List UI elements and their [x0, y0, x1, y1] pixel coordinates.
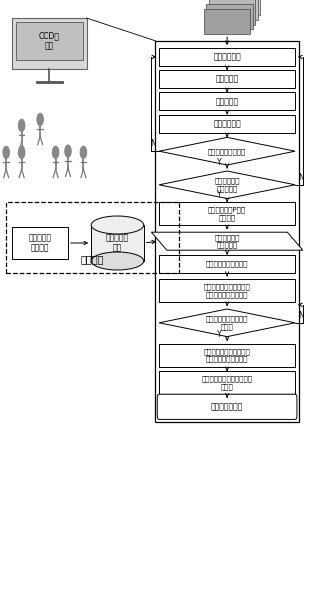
Text: 设置检测线: 设置检测线 [216, 75, 239, 84]
Circle shape [53, 146, 59, 158]
FancyBboxPatch shape [159, 344, 295, 367]
Text: 运动目标检测: 运动目标检测 [213, 119, 241, 128]
Text: 目标区域是否
到达检测线: 目标区域是否 到达检测线 [214, 178, 240, 192]
Text: 人流量统计结果: 人流量统计结果 [211, 402, 243, 412]
FancyBboxPatch shape [159, 92, 295, 110]
FancyBboxPatch shape [16, 22, 83, 60]
Circle shape [19, 146, 25, 158]
Ellipse shape [91, 216, 144, 234]
Text: N: N [298, 173, 303, 182]
Text: 是否检测到运动目标: 是否检测到运动目标 [208, 148, 246, 155]
Polygon shape [91, 225, 144, 261]
Circle shape [3, 146, 9, 158]
Text: 基于检测线的快速跟踪: 基于检测线的快速跟踪 [206, 260, 248, 268]
FancyBboxPatch shape [159, 48, 295, 66]
Polygon shape [159, 171, 295, 199]
FancyBboxPatch shape [12, 227, 68, 259]
FancyBboxPatch shape [214, 0, 260, 15]
FancyBboxPatch shape [159, 279, 295, 302]
FancyBboxPatch shape [159, 371, 295, 394]
Text: 离线处理: 离线处理 [81, 254, 104, 265]
Text: CCD传
感器: CCD传 感器 [39, 31, 60, 51]
Ellipse shape [91, 252, 144, 270]
FancyBboxPatch shape [159, 70, 295, 88]
Text: 建立多高斯
计数模型: 建立多高斯 计数模型 [29, 233, 52, 253]
Text: 检测目标区域是否离开
检测线: 检测目标区域是否离开 检测线 [206, 316, 248, 330]
Circle shape [19, 119, 25, 131]
Text: N: N [298, 311, 303, 320]
Text: 检测区域划分: 检测区域划分 [213, 52, 241, 61]
FancyBboxPatch shape [12, 18, 87, 69]
Polygon shape [151, 232, 303, 250]
Circle shape [80, 146, 87, 158]
Polygon shape [159, 137, 295, 165]
Text: Y: Y [217, 190, 222, 199]
FancyBboxPatch shape [204, 9, 250, 34]
FancyBboxPatch shape [159, 115, 295, 133]
FancyBboxPatch shape [209, 0, 255, 25]
FancyBboxPatch shape [159, 202, 295, 225]
Text: Y: Y [217, 158, 222, 167]
Polygon shape [159, 309, 295, 337]
Text: 根据跟踪结果，将行人个
数记录到对应的队列中: 根据跟踪结果，将行人个 数记录到对应的队列中 [204, 283, 251, 298]
Text: 目标区域包含
的行人个数: 目标区域包含 的行人个数 [214, 234, 240, 248]
FancyBboxPatch shape [159, 255, 295, 273]
Text: 累加各个跟踪目标区域对应
的人数: 累加各个跟踪目标区域对应 的人数 [201, 376, 253, 390]
FancyBboxPatch shape [157, 394, 297, 419]
FancyBboxPatch shape [206, 4, 253, 29]
Text: N: N [150, 139, 156, 148]
Text: 求目标队列中人数的平均
值，得到其包含的人数: 求目标队列中人数的平均 值，得到其包含的人数 [204, 348, 251, 362]
Text: 提取特征向量P、标
记其位置: 提取特征向量P、标 记其位置 [208, 206, 246, 221]
Text: 图像预处理: 图像预处理 [216, 97, 239, 106]
Text: Y: Y [217, 329, 222, 338]
Text: 多高斯计数
模型: 多高斯计数 模型 [106, 233, 129, 253]
Circle shape [37, 113, 43, 125]
Circle shape [65, 145, 71, 157]
FancyBboxPatch shape [211, 0, 258, 20]
